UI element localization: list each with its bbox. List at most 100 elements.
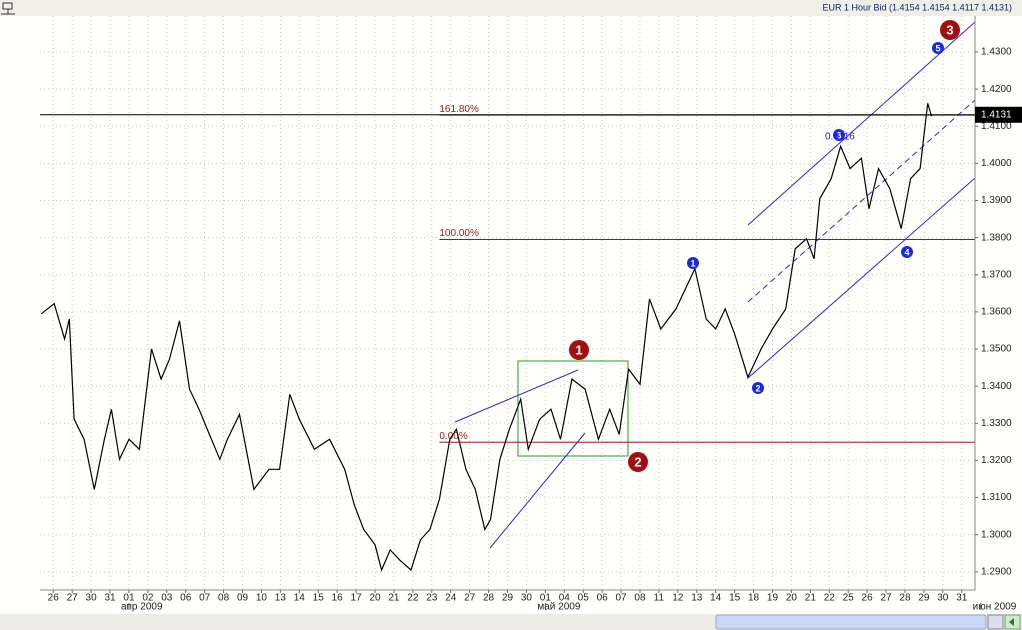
wave-marker <box>687 257 699 269</box>
wave-marker <box>901 246 913 258</box>
scroll-thumb[interactable] <box>715 614 987 630</box>
x-tick-label: 08 <box>634 593 646 604</box>
y-tick-label: 1.3100 <box>981 492 1012 503</box>
y-tick-label: 1.4200 <box>981 84 1012 95</box>
x-tick-label: 30 <box>521 593 533 604</box>
last-price-box <box>975 106 1022 123</box>
x-tick-label: 16 <box>332 593 344 604</box>
x-tick-label: 06 <box>180 593 192 604</box>
fib-label: 100.00% <box>439 228 479 239</box>
x-tick-label: 04 <box>559 593 571 604</box>
x-tick-label: 03 <box>161 593 173 604</box>
x-tick-label: 09 <box>237 593 249 604</box>
y-tick-label: 1.3000 <box>981 529 1012 540</box>
x-tick-label: 26 <box>862 593 874 604</box>
x-tick-label: 12 <box>672 593 684 604</box>
y-tick-label: 1.3300 <box>981 418 1012 429</box>
fib-label: 161.80% <box>439 104 479 115</box>
x-tick-label: 11 <box>654 593 665 604</box>
y-tick-label: 1.3900 <box>981 195 1012 206</box>
y-tick-label: 1.4100 <box>981 121 1012 132</box>
x-tick-label: 25 <box>843 593 855 604</box>
wave-marker <box>940 20 960 40</box>
x-tick-label: 15 <box>313 593 325 604</box>
x-tick-label: 07 <box>616 593 628 604</box>
y-tick-label: 1.3200 <box>981 455 1012 466</box>
x-tick-label: 07 <box>199 593 211 604</box>
scroll-button[interactable] <box>987 614 1004 630</box>
y-tick-label: 1.3800 <box>981 232 1012 243</box>
x-tick-label: 20 <box>369 593 381 604</box>
wave-label: 2 <box>755 383 760 393</box>
price-line <box>40 103 933 572</box>
x-tick-label: 05 <box>578 593 590 604</box>
x-tick-label: 29 <box>918 593 930 604</box>
x-tick-label: 14 <box>294 593 306 604</box>
month-label: апр 2009 <box>121 602 163 613</box>
x-tick-label: 31 <box>956 593 968 604</box>
x-tick-label: 19 <box>767 593 779 604</box>
y-tick-label: 1.3500 <box>981 344 1012 355</box>
wave-label: 3 <box>946 22 953 37</box>
wave-label: 5 <box>935 43 940 53</box>
month-label: май 2009 <box>537 602 580 613</box>
wave-label: 1 <box>690 258 695 268</box>
wave-label: 1 <box>575 342 582 357</box>
channel-line <box>747 99 976 303</box>
wave-marker <box>932 42 944 54</box>
x-tick-label: 13 <box>275 593 287 604</box>
channel-line <box>489 432 586 549</box>
channel-line <box>747 177 976 379</box>
x-tick-label: 01 <box>540 593 552 604</box>
x-tick-label: 10 <box>256 593 268 604</box>
x-tick-label: 14 <box>710 593 722 604</box>
box <box>517 360 629 457</box>
x-tick-label: 02 <box>142 593 154 604</box>
x-tick-label: 17 <box>351 593 363 604</box>
x-tick-label: 21 <box>805 593 817 604</box>
x-tick-label: 01 <box>123 593 135 604</box>
wave-labels: 1 2 3 1 2 3 4 5 0.4116 <box>569 20 960 472</box>
header-bar <box>0 0 1022 16</box>
x-tick-label: 21 <box>388 593 400 604</box>
x-tick-label: 29 <box>502 593 514 604</box>
corner-icon[interactable] <box>1 2 15 15</box>
axis-panel <box>975 16 1022 590</box>
wave-marker <box>569 340 589 360</box>
plot: 161.80% 100.00% 0.00% <box>40 103 975 572</box>
x-tick-label: 28 <box>483 593 495 604</box>
scrollbar[interactable] <box>0 614 1022 630</box>
chart-title: EUR 1 Hour Bid (1.4154 1.4154 1.4117 1.4… <box>823 2 1012 12</box>
drawings <box>454 21 976 549</box>
y-tick-label: 1.2900 <box>981 566 1012 577</box>
scroll-arrow[interactable] <box>1009 618 1014 626</box>
x-tick-label: 20 <box>786 593 798 604</box>
last-price-label: 1.4131 <box>981 109 1012 120</box>
x-tick-label: 13 <box>691 593 703 604</box>
x-tick-label: 31 <box>104 593 116 604</box>
x-tick-label: 28 <box>899 593 911 604</box>
channel-line <box>454 369 579 423</box>
wave-marker <box>833 129 845 141</box>
y-tick-label: 1.3400 <box>981 381 1012 392</box>
x-tick-label: 22 <box>407 593 419 604</box>
x-tick-label: 18 <box>748 593 760 604</box>
wave-label: 4 <box>904 247 909 257</box>
x-tick-label: 15 <box>729 593 741 604</box>
x-tick-label: 27 <box>464 593 476 604</box>
month-label: июн 2009 <box>973 602 1017 613</box>
x-tick-label: 08 <box>218 593 230 604</box>
y-tick-label: 1.3700 <box>981 269 1012 280</box>
x-tick-label: 23 <box>426 593 438 604</box>
x-tick-label: 22 <box>824 593 836 604</box>
wave-label: 3 <box>836 130 841 140</box>
x-tick-label: 30 <box>937 593 949 604</box>
x-tick-label: 30 <box>86 593 98 604</box>
x-tick-label: 06 <box>597 593 609 604</box>
x-tick-label: 24 <box>445 593 457 604</box>
x-tick-label: 27 <box>67 593 79 604</box>
channel-line <box>747 21 976 226</box>
fib-label: 0.00% <box>439 431 467 442</box>
